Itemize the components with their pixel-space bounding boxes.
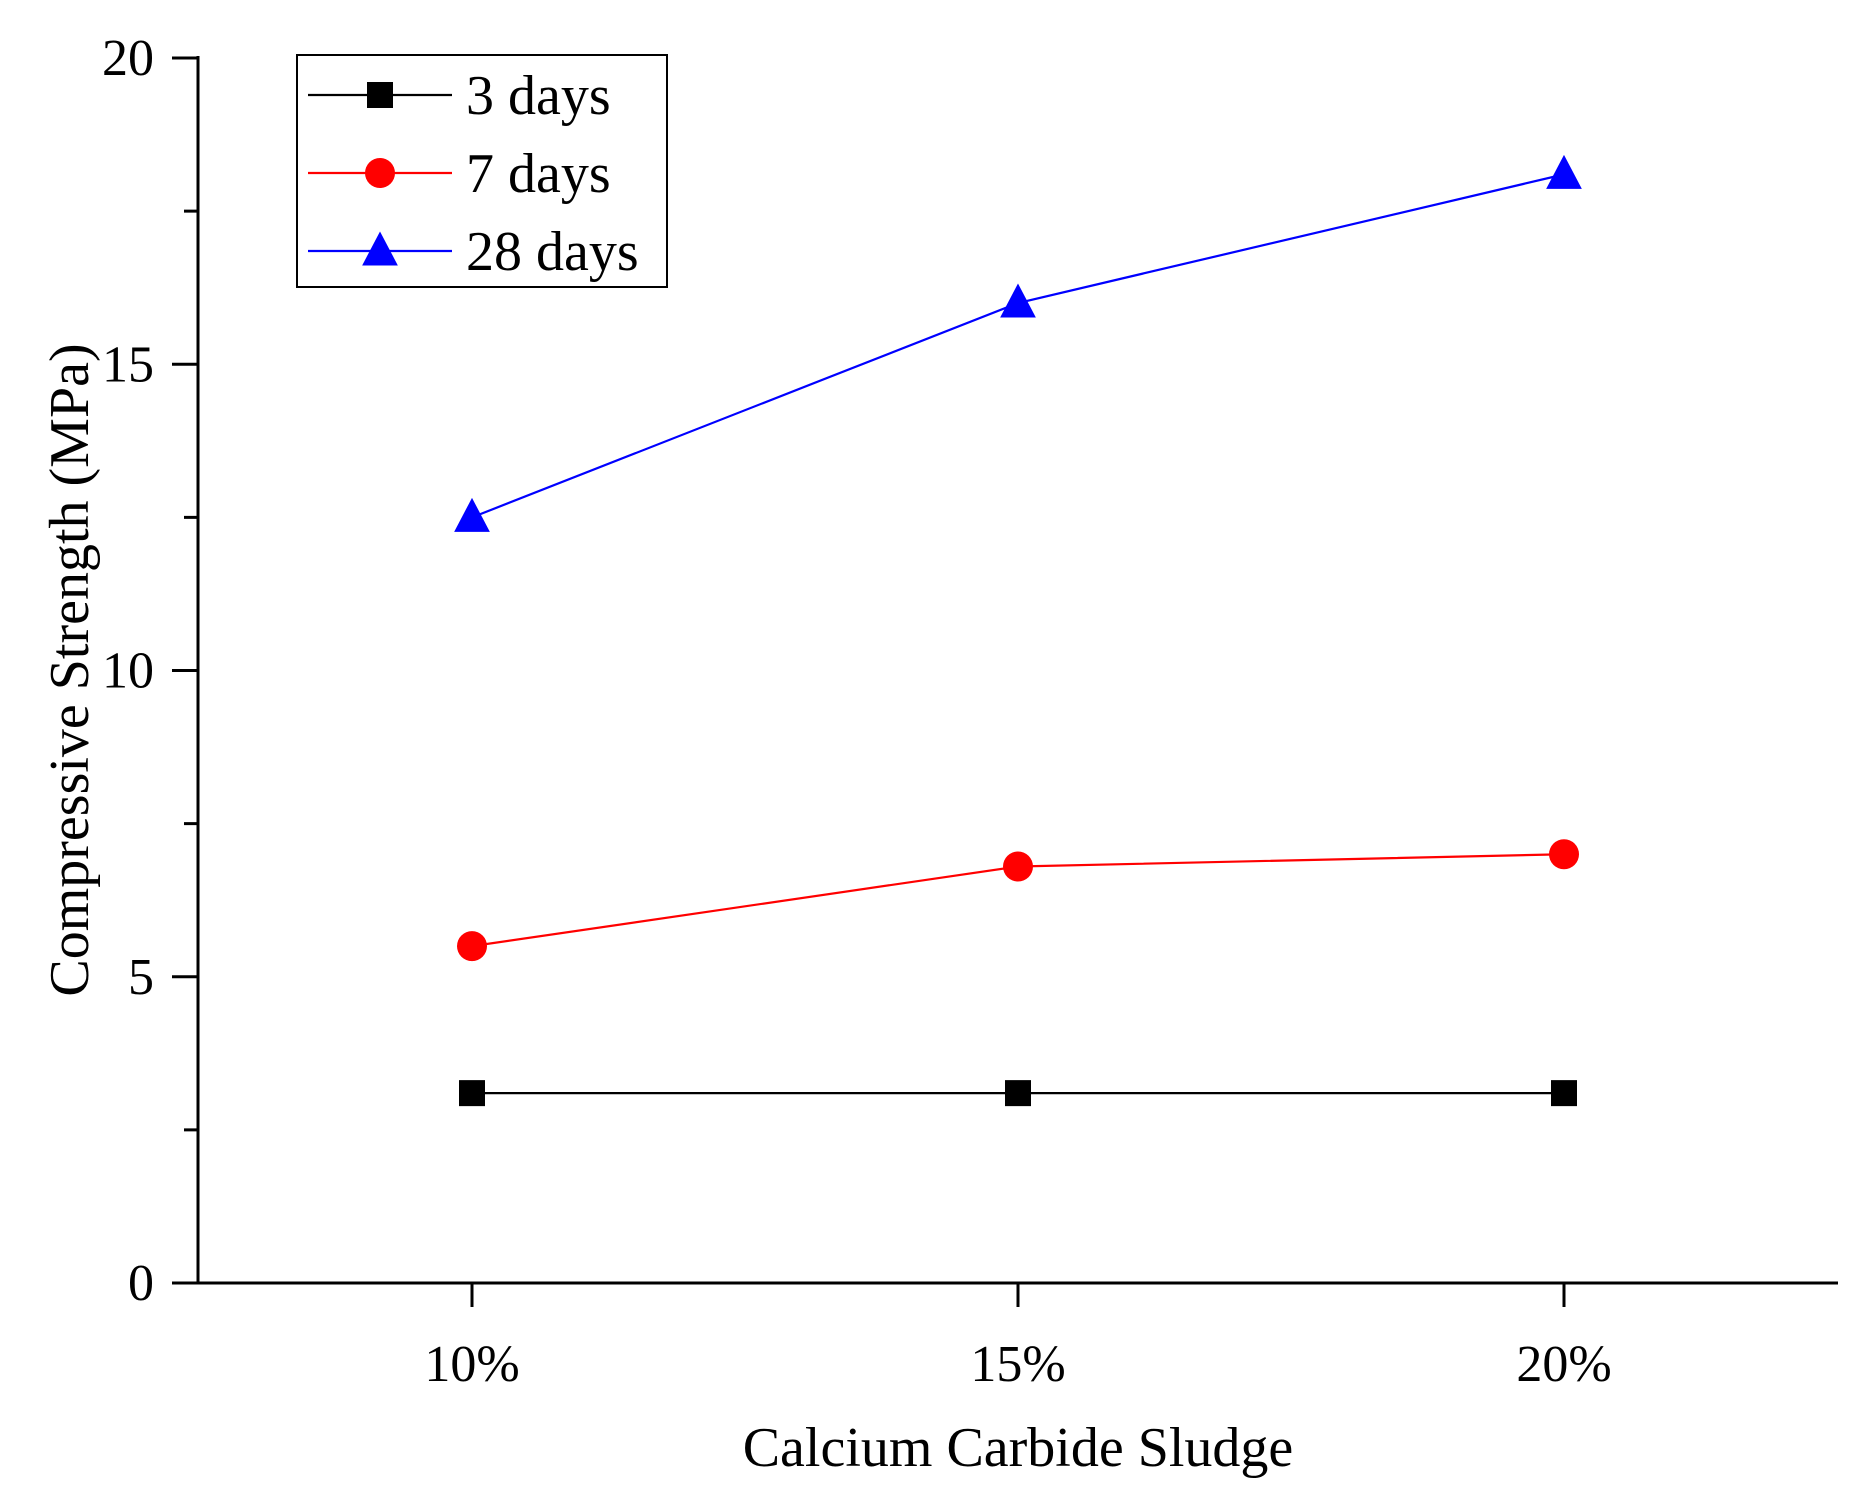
- series: [454, 154, 1582, 1107]
- legend-marker: [365, 158, 395, 188]
- data-point: [1005, 1080, 1031, 1107]
- x-tick-label: 20%: [1516, 1336, 1611, 1393]
- ticks: 0 5 10 15 20 10% 15% 20%: [102, 30, 1612, 1393]
- legend-item: 28 days: [308, 221, 639, 283]
- series-28-days: [454, 154, 1582, 532]
- y-axis-title: Compressive Strength (MPa): [39, 343, 101, 996]
- data-point: [459, 1080, 485, 1107]
- series-3-days: [459, 1080, 1577, 1107]
- legend-item: 3 days: [308, 65, 611, 127]
- y-tick-label: 5: [128, 949, 154, 1006]
- data-point: [1551, 1080, 1577, 1107]
- y-tick-label: 20: [102, 30, 154, 87]
- y-tick-label: 0: [128, 1255, 154, 1312]
- data-point: [1000, 283, 1036, 318]
- legend-label: 3 days: [466, 65, 611, 127]
- x-tick-label: 10%: [424, 1336, 519, 1393]
- x-axis-title: Calcium Carbide Sludge: [743, 1417, 1294, 1479]
- y-tick-label: 15: [102, 336, 154, 393]
- legend-label: 7 days: [466, 143, 611, 205]
- series-7-days: [457, 839, 1579, 962]
- x-tick-label: 15%: [970, 1336, 1065, 1393]
- data-point: [457, 931, 487, 962]
- data-point: [1546, 154, 1582, 189]
- legend-marker: [367, 82, 393, 108]
- data-point: [1003, 851, 1033, 882]
- legend-box: [296, 54, 668, 288]
- legend-marker: [362, 231, 398, 266]
- legend: 3 days 7 days 28 days: [296, 54, 668, 288]
- y-tick-label: 10: [102, 643, 154, 700]
- legend-item: 7 days: [308, 143, 611, 205]
- data-point: [1549, 839, 1579, 870]
- data-point: [454, 497, 490, 532]
- legend-label: 28 days: [466, 221, 639, 283]
